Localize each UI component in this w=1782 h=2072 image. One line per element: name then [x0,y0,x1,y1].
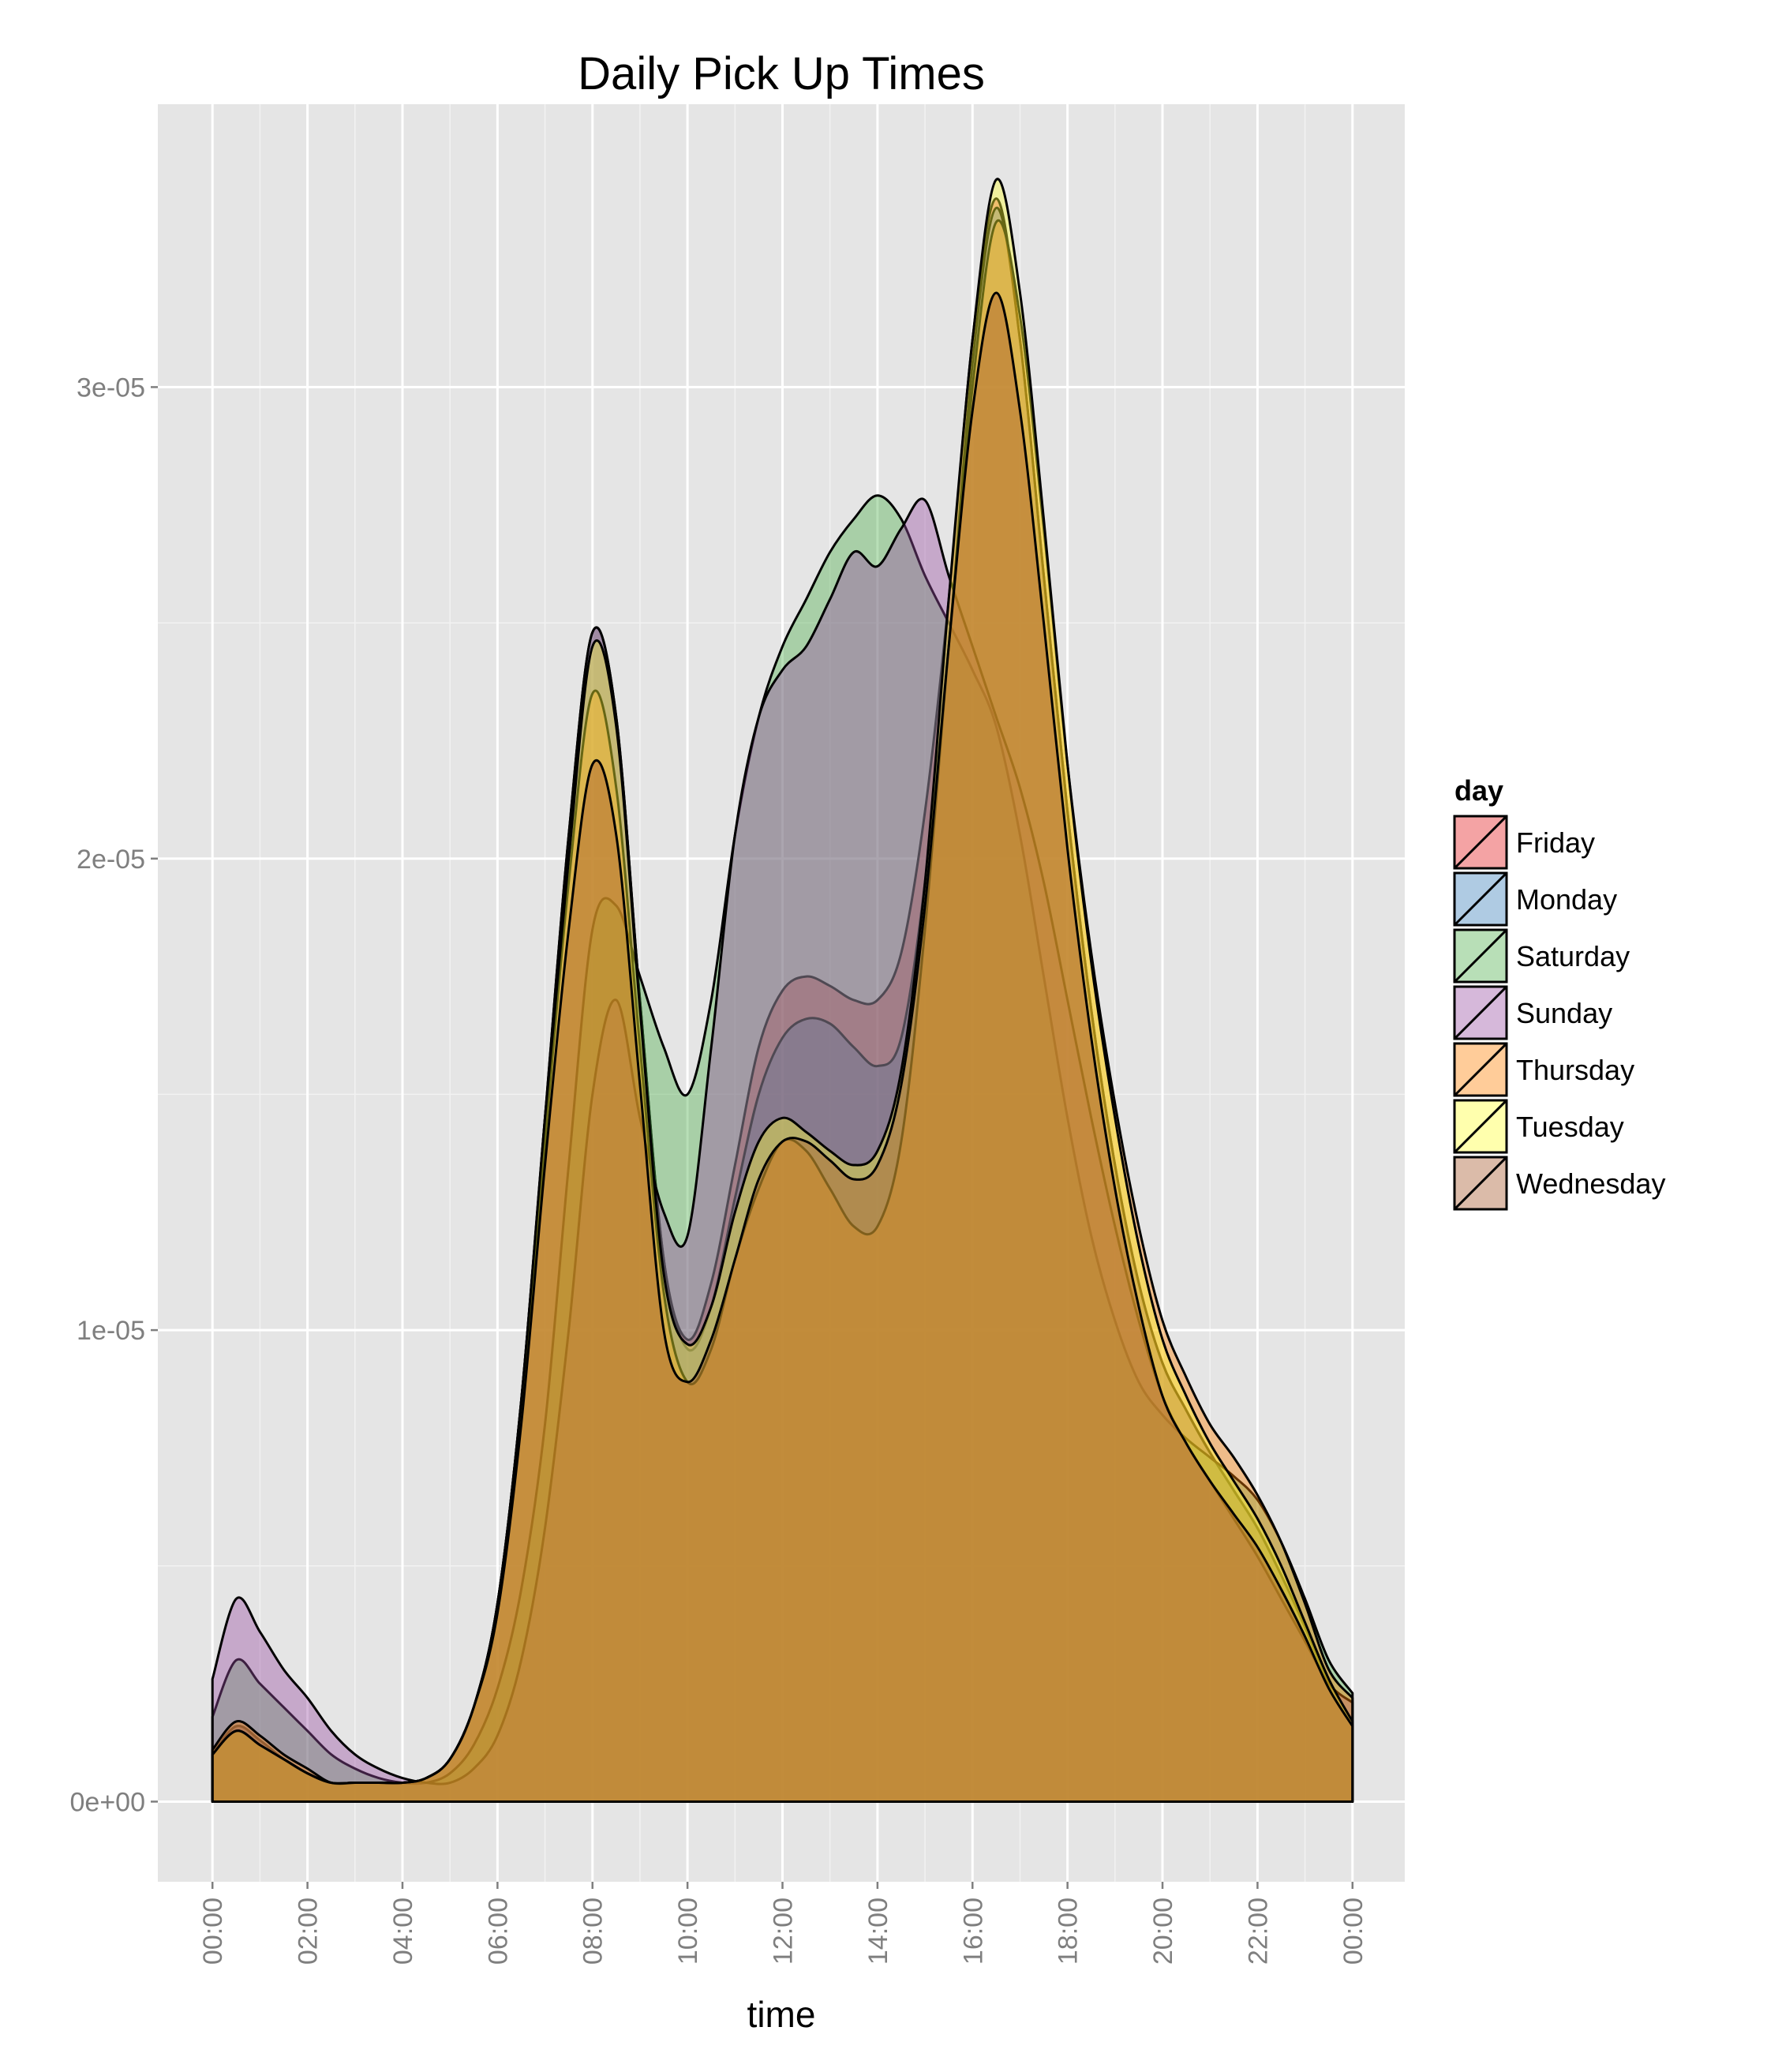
legend-label-sunday: Sunday [1516,997,1612,1029]
y-tick-label: 2e-05 [77,845,145,875]
density-area-sunday [211,497,1354,1803]
x-tick-label: 14:00 [863,1898,893,1965]
x-axis: 00:00 02:00 04:00 06:00 08:00 10:00 12:00 14:00… [198,1882,1368,1965]
y-tick-label: 3e-05 [77,373,145,403]
legend-key-slash [1453,928,1508,984]
legend-label-tuesday: Tuesday [1516,1111,1624,1143]
y-tick-label: 0e+00 [70,1787,146,1817]
legend: day Friday Monday Saturday Sunday Thursday Tu… [1453,774,1665,1211]
legend-label-friday: Friday [1516,826,1595,859]
density-area-wednesday [211,291,1354,1803]
legend-label-saturday: Saturday [1516,940,1630,972]
x-tick-label: 02:00 [294,1898,324,1965]
legend-key-slash [1453,871,1508,927]
legend-label-monday: Monday [1516,883,1617,916]
legend-key-slash [1453,1099,1508,1154]
legend-key-slash [1453,1156,1508,1211]
legend-label-wednesday: Wednesday [1516,1167,1665,1200]
x-tick-label: 00:00 [1338,1898,1368,1965]
x-tick-label: 00:00 [198,1898,228,1965]
chart-title: Daily Pick Up Times [578,48,985,99]
density-areas [211,178,1354,1803]
legend-items: Friday Monday Saturday Sunday Thursday Tuesda… [1453,815,1665,1211]
legend-title: day [1454,774,1503,807]
x-tick-label: 06:00 [483,1898,513,1965]
x-tick-label: 04:00 [388,1898,418,1965]
x-axis-title: time [747,1994,816,2035]
x-tick-label: 08:00 [578,1898,608,1965]
x-tick-label: 10:00 [673,1898,703,1965]
legend-label-thursday: Thursday [1516,1054,1634,1086]
y-axis: 0e+00 1e-05 2e-05 3e-05 [70,373,158,1817]
major-grid [158,104,1405,1882]
x-tick-label: 20:00 [1148,1898,1178,1965]
x-tick-label: 16:00 [958,1898,988,1965]
x-tick-label: 22:00 [1243,1898,1273,1965]
minor-grid [158,104,1405,1882]
legend-key-slash [1453,815,1508,870]
y-tick-label: 1e-05 [77,1316,145,1346]
legend-key-slash [1453,1042,1508,1097]
legend-key-slash [1453,985,1508,1040]
x-tick-label: 18:00 [1054,1898,1084,1965]
x-tick-label: 12:00 [769,1898,799,1965]
